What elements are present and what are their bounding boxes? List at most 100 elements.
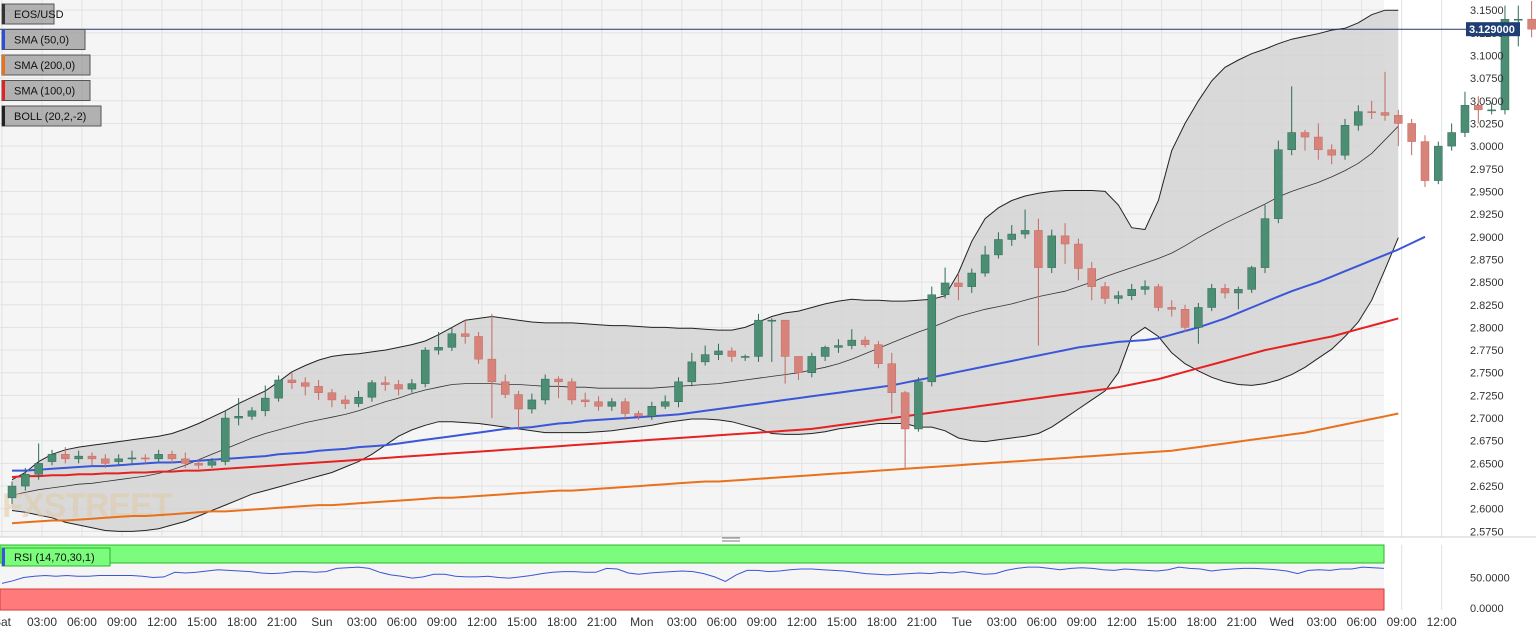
candle-body: [860, 339, 870, 345]
candle: [447, 327, 457, 351]
candle: [1274, 140, 1283, 224]
candle-body: [7, 485, 17, 499]
candle-body: [1007, 233, 1016, 240]
time-tick-label: 15:00: [507, 615, 537, 629]
candle: [221, 410, 230, 466]
candle: [647, 401, 657, 420]
time-tick-label: 03:00: [347, 615, 377, 629]
time-tick-label: 09:00: [747, 615, 777, 629]
candle: [114, 454, 123, 466]
candle: [434, 331, 443, 355]
candle: [1260, 205, 1270, 274]
candle: [567, 378, 577, 405]
candle-body: [1127, 289, 1136, 296]
legend-item: SMA (200,0): [1, 54, 91, 76]
rsi-line: [1, 566, 1385, 584]
candle-body: [687, 361, 697, 383]
candle-body: [874, 344, 883, 364]
candle: [1034, 218, 1043, 346]
candle-body: [754, 319, 763, 357]
candle-body: [1220, 288, 1230, 294]
pane-resize-handle[interactable]: [718, 535, 742, 544]
candle: [900, 390, 910, 468]
candle: [74, 450, 83, 464]
candle: [1074, 238, 1083, 281]
candle-body: [1460, 105, 1470, 133]
candle: [820, 345, 830, 361]
legend-label: SMA (200,0): [14, 60, 75, 72]
time-tick-label: 21:00: [907, 615, 937, 629]
candle: [287, 372, 297, 390]
candle: [740, 354, 750, 361]
candle-body: [181, 458, 190, 464]
candle-body: [474, 336, 483, 360]
candle: [1447, 123, 1456, 151]
candle: [341, 395, 350, 410]
candle: [234, 398, 243, 426]
candle: [514, 390, 523, 429]
rsi-legend: RSI (14,70,30,1): [1, 547, 111, 567]
candle-body: [194, 463, 203, 466]
time-tick-label: Sat: [0, 615, 12, 629]
price-tick-label: 2.9750: [1470, 164, 1504, 176]
moving-averages: [11, 235, 1426, 525]
price-tick-label: 3.0250: [1470, 118, 1504, 130]
candle: [860, 336, 870, 348]
time-tick-label: 18:00: [547, 615, 577, 629]
time-tick-label: Sun: [311, 615, 332, 629]
candle: [674, 377, 683, 408]
candle-body: [87, 455, 97, 460]
candle: [460, 320, 470, 344]
rsi-oversold-zone: [0, 588, 1385, 611]
candle-body: [527, 399, 537, 410]
candle-body: [261, 397, 270, 412]
candle-body: [1527, 18, 1536, 30]
candle: [154, 449, 163, 462]
candle: [1474, 96, 1483, 124]
legend-label: BOLL (20,2,-2): [14, 111, 86, 123]
candle: [367, 379, 377, 402]
candle: [1407, 118, 1416, 156]
candle-body: [554, 378, 563, 383]
candle-body: [780, 319, 790, 357]
candle: [714, 343, 723, 361]
candle: [101, 454, 110, 468]
candle: [874, 341, 883, 369]
candle: [1087, 262, 1096, 301]
candle: [554, 376, 563, 399]
candle-body: [21, 474, 30, 487]
candle: [634, 410, 643, 420]
time-tick-label: 18:00: [227, 615, 257, 629]
candle-body: [1327, 149, 1336, 156]
legend-label: SMA (50,0): [14, 35, 69, 47]
candle: [954, 273, 963, 301]
candle-body: [127, 457, 137, 460]
candle-body: [954, 282, 963, 287]
candle-body: [634, 413, 643, 417]
candle: [767, 318, 777, 362]
candle-body: [580, 399, 590, 403]
time-tick-label: 21:00: [587, 615, 617, 629]
candle: [1367, 100, 1376, 119]
time-tick-label: 18:00: [1187, 615, 1217, 629]
price-tick-label: 2.8750: [1470, 254, 1504, 266]
candle-body: [354, 396, 363, 404]
candle: [487, 313, 497, 419]
rsi-overbought-zone: [0, 544, 1385, 564]
candle-body: [434, 347, 443, 351]
candle-body: [367, 382, 377, 398]
candle: [1154, 283, 1163, 312]
candle-body: [1234, 289, 1243, 294]
candle-body: [700, 354, 710, 363]
candle: [847, 329, 857, 350]
candle-body: [394, 384, 403, 390]
price-tick-label: 2.7000: [1470, 413, 1504, 425]
candle-body: [167, 454, 177, 460]
candle-body: [540, 378, 550, 401]
price-tick-label: 3.0500: [1470, 96, 1504, 108]
legend-item: EOS/USD: [1, 3, 64, 25]
candle: [1207, 283, 1216, 312]
price-tick-label: 2.6500: [1470, 458, 1504, 470]
candle: [61, 447, 70, 464]
candle-body: [74, 455, 83, 460]
